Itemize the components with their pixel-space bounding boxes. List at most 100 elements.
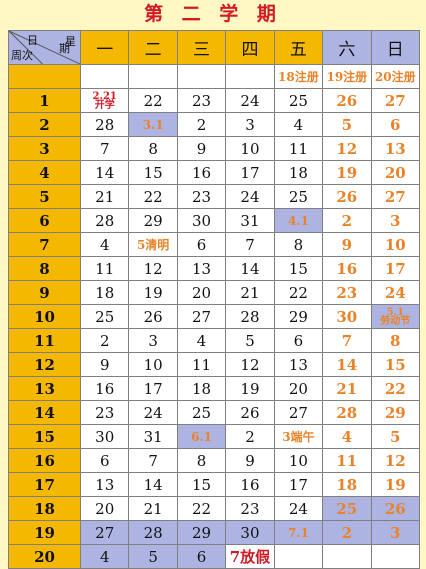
date-cell: 21 [322, 376, 372, 401]
date-cell: 6 [273, 328, 324, 353]
date-cell: 27 [79, 520, 130, 545]
date-cell: 12 [370, 448, 421, 473]
date-cell: 17 [128, 376, 178, 401]
week-row: 10 25 26 27 28 29 30 5.1 劳动节 [8, 304, 421, 329]
date-cell: 7.1 [273, 520, 324, 545]
date-cell: 19注册 [322, 64, 372, 89]
event-label: 开学 [94, 99, 115, 111]
week-row: 15 30 31 6.1 2 3端午 4 5 [8, 424, 421, 449]
date-cell: 24 [225, 184, 275, 209]
date-cell: 5 [370, 424, 421, 449]
date-cell: 26 [322, 184, 372, 209]
date-cell: 2.21 开学 [79, 88, 130, 113]
weekday-header-sun: 日 [370, 30, 421, 65]
weekday-header-mon: 一 [79, 30, 130, 65]
date-cell: 6 [176, 232, 227, 257]
date-cell: 6 [79, 448, 130, 473]
date-cell: 30 [176, 208, 227, 233]
date-cell: 25 [322, 496, 372, 521]
week-number-cell: 3 [8, 136, 81, 161]
week-row: 7 4 5清明 6 7 8 9 10 [8, 232, 421, 257]
week-number-cell [8, 64, 81, 89]
date-cell: 28 [322, 400, 372, 425]
week-row: 8 11 12 13 14 15 16 17 [8, 256, 421, 281]
corner-header-cell: 日 星 期 周次 [8, 30, 81, 65]
date-cell: 10 [128, 352, 178, 377]
week-row: 11 2 3 4 5 6 7 8 [8, 328, 421, 353]
date-cell: 23 [79, 400, 130, 425]
date-cell: 12 [225, 352, 275, 377]
weekday-header-fri: 五 [273, 30, 324, 65]
date-cell: 4 [79, 232, 130, 257]
date-cell: 17 [370, 256, 421, 281]
date-cell: 10 [225, 136, 275, 161]
date-cell: 14 [225, 256, 275, 281]
week-number-cell: 17 [8, 472, 81, 497]
date-cell: 12 [322, 136, 372, 161]
date-cell: 15 [176, 472, 227, 497]
date-cell: 14 [79, 160, 130, 185]
date-cell: 2 [176, 112, 227, 137]
date-cell: 19 [225, 376, 275, 401]
date-cell: 8 [176, 448, 227, 473]
week-row: 2 28 3.1 2 3 4 5 6 [8, 112, 421, 137]
date-cell: 29 [273, 304, 324, 329]
date-cell: 22 [273, 280, 324, 305]
date-cell: 22 [128, 184, 178, 209]
event-label: 劳动节 [380, 315, 411, 327]
date-cell: 18 [273, 160, 324, 185]
date-cell: 9 [322, 232, 372, 257]
date-cell [225, 64, 275, 89]
date-cell: 4 [79, 544, 130, 569]
date-cell: 26 [322, 88, 372, 113]
date-cell: 2 [225, 424, 275, 449]
week-row: 5 21 22 23 24 25 26 27 [8, 184, 421, 209]
date-cell [322, 544, 372, 569]
date-cell: 14 [128, 472, 178, 497]
date-cell: 6 [176, 544, 227, 569]
date-cell: 18 [79, 280, 130, 305]
week-number-cell: 10 [8, 304, 81, 329]
week-number-cell: 16 [8, 448, 81, 473]
date-cell: 28 [128, 520, 178, 545]
date-cell: 16 [225, 472, 275, 497]
date-cell: 3端午 [273, 424, 324, 449]
week-row: 17 13 14 15 16 17 18 19 [8, 472, 421, 497]
date-cell: 16 [176, 160, 227, 185]
weekday-header-wed: 三 [176, 30, 227, 65]
corner-label-week-number: 周次 [11, 49, 33, 62]
week-number-cell: 8 [8, 256, 81, 281]
week-number-cell: 9 [8, 280, 81, 305]
date-cell: 28 [79, 112, 130, 137]
date-cell: 11 [79, 256, 130, 281]
week-number-cell: 7 [8, 232, 81, 257]
date-cell: 17 [225, 160, 275, 185]
date-cell: 2 [79, 328, 130, 353]
date-cell: 5 [225, 328, 275, 353]
date-cell: 25 [79, 304, 130, 329]
week-number-cell: 6 [8, 208, 81, 233]
date-cell: 19 [370, 472, 421, 497]
week-row: 4 14 15 16 17 18 19 20 [8, 160, 421, 185]
date-cell: 6 [370, 112, 421, 137]
date-cell: 18注册 [273, 64, 324, 89]
week-number-cell: 1 [8, 88, 81, 113]
date-cell: 11 [273, 136, 324, 161]
date-cell: 7 [322, 328, 372, 353]
date-cell: 18 [176, 376, 227, 401]
date-cell: 29 [128, 208, 178, 233]
week-row: 3 7 8 9 10 11 12 13 [8, 136, 421, 161]
date-cell: 24 [128, 400, 178, 425]
corner-label-star: 星 [65, 35, 76, 48]
date-cell: 4 [322, 424, 372, 449]
date-cell: 8 [273, 232, 324, 257]
date-cell: 24 [370, 280, 421, 305]
date-cell: 30 [79, 424, 130, 449]
date-cell: 20 [370, 160, 421, 185]
date-cell [273, 544, 324, 569]
date-cell: 24 [225, 88, 275, 113]
date-cell [79, 64, 130, 89]
date-cell: 22 [370, 376, 421, 401]
date-cell: 15 [128, 160, 178, 185]
